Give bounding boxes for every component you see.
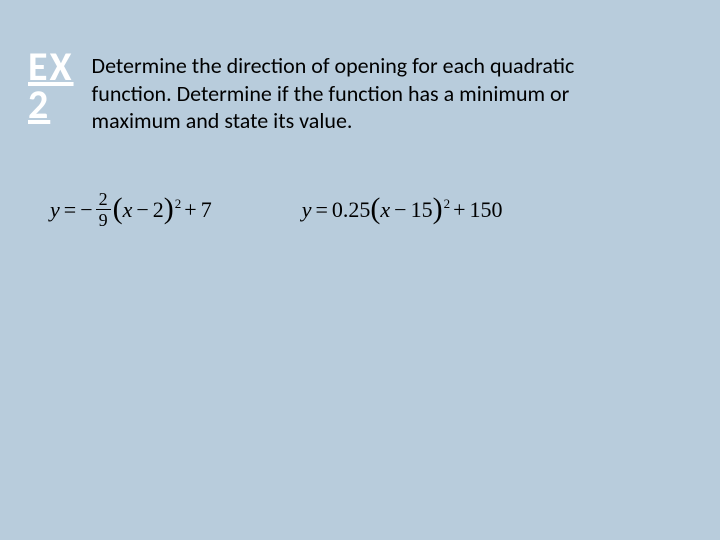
eq2-lparen: ( [370, 194, 380, 224]
eq2-exp: 2 [444, 196, 451, 212]
eq1-lparen: ( [113, 194, 123, 224]
eq1-tail-op: + [184, 197, 196, 223]
eq1-neg: − [80, 197, 92, 223]
eq1-equals: = [64, 197, 76, 223]
eq2-lhs: y [302, 197, 312, 223]
eq2-rparen: ) [433, 194, 443, 224]
eq1-exp: 2 [175, 196, 182, 212]
eq1-fraction: 2 9 [96, 190, 111, 229]
eq2-equals: = [315, 197, 327, 223]
eq2-coef: 0.25 [332, 197, 371, 223]
eq2-inner-var: x [380, 197, 390, 223]
eq1-frac-num: 2 [96, 190, 111, 210]
eq1-inner-const: 2 [153, 197, 164, 223]
example-label-line2: 2 [28, 86, 74, 124]
eq1-lhs: y [50, 197, 60, 223]
equation-1: y = − 2 9 ( x − 2 ) 2 + 7 [50, 190, 212, 229]
eq2-tail-const: 150 [470, 197, 503, 223]
eq2-inner-op: − [394, 197, 406, 223]
eq2-inner-const: 15 [411, 197, 433, 223]
eq1-inner-op: − [136, 197, 148, 223]
eq2-tail-op: + [453, 197, 465, 223]
equations-row: y = − 2 9 ( x − 2 ) 2 + 7 y = 0.25 ( x −… [50, 190, 670, 229]
example-label: EX 2 [28, 48, 74, 124]
eq1-rparen: ) [164, 194, 174, 224]
eq1-tail-const: 7 [201, 197, 212, 223]
prompt-text: Determine the direction of opening for e… [92, 52, 657, 135]
equation-2: y = 0.25 ( x − 15 ) 2 + 150 [302, 190, 503, 229]
eq1-frac-den: 9 [96, 210, 111, 229]
eq1-inner-var: x [123, 197, 133, 223]
header-row: EX 2 Determine the direction of opening … [28, 48, 690, 135]
